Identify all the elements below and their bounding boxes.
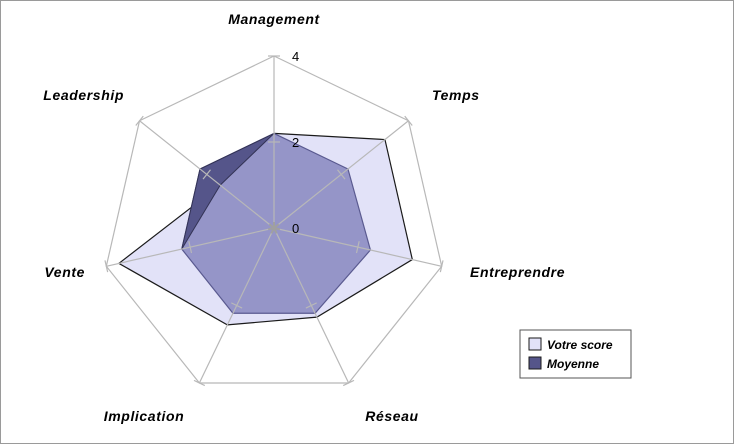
axis-tick-5-2 xyxy=(188,241,193,254)
axis-tick-2-2 xyxy=(355,241,360,254)
category-label-4: Implication xyxy=(104,408,185,424)
axis-tick-5-4 xyxy=(104,260,109,273)
axis-tick-1-2 xyxy=(337,169,346,180)
category-label-5: Vente xyxy=(44,264,85,280)
tick-label-2: 2 xyxy=(292,135,299,150)
chart-legend: Votre score Moyenne xyxy=(519,329,632,379)
category-label-3: Réseau xyxy=(365,408,418,424)
radar-axes xyxy=(104,55,444,387)
axis-tick-1-4 xyxy=(404,115,413,126)
axis-tick-3-2 xyxy=(305,302,317,309)
grid-ring-4 xyxy=(105,55,443,384)
category-label-0: Management xyxy=(228,11,320,27)
tick-label-0: 0 xyxy=(292,221,299,236)
category-label-1: Temps xyxy=(432,87,480,103)
axis-tick-6-2 xyxy=(202,169,211,180)
radar-series xyxy=(117,132,414,326)
axis-tick-6-4 xyxy=(135,115,144,126)
axis-tick-3-4 xyxy=(342,379,355,387)
center-mark xyxy=(268,223,275,229)
category-label-2: Entreprendre xyxy=(470,264,565,280)
axis-tick-4-4 xyxy=(193,379,206,387)
tick-label-4: 4 xyxy=(292,49,299,64)
axis-tick-4-2 xyxy=(231,302,243,309)
legend-label-moyenne: Moyenne xyxy=(547,357,599,371)
legend-swatch-moyenne xyxy=(528,356,542,370)
legend-swatch-votre-score xyxy=(528,337,542,351)
axis-tick-2-4 xyxy=(439,260,444,273)
radar-labels: 0 2 4 Management Temps Entreprendre Réseau Impl… xyxy=(43,11,565,424)
legend-label-votre-score: Votre score xyxy=(547,338,613,352)
category-label-6: Leadership xyxy=(43,87,124,103)
